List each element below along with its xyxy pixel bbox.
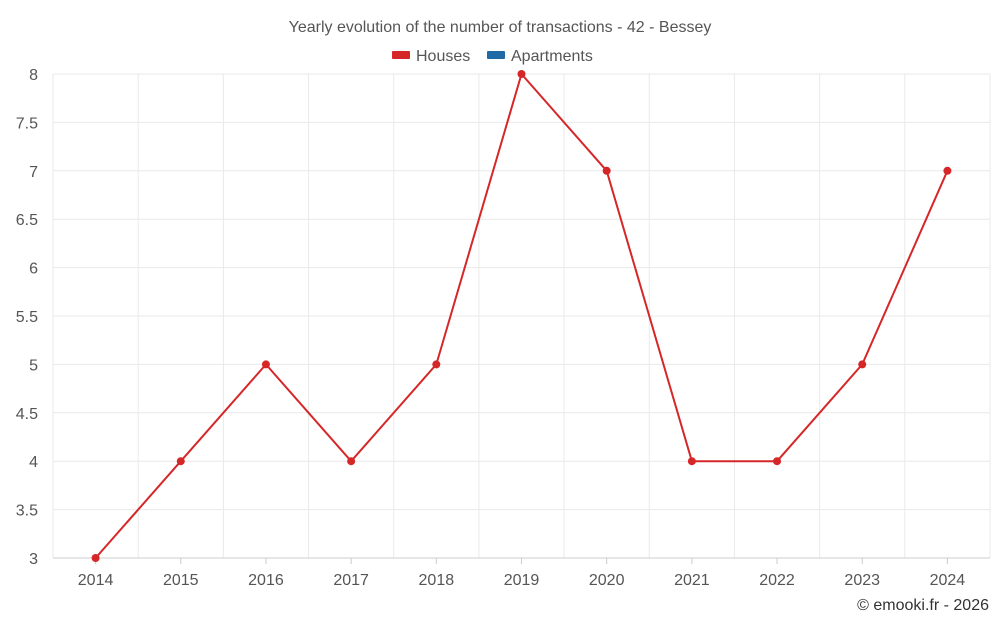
- x-tick-label: 2018: [419, 572, 455, 589]
- y-tick-label: 4.5: [16, 406, 38, 423]
- x-tick-label: 2019: [504, 572, 540, 589]
- series-houses: [91, 70, 952, 562]
- data-point-houses[interactable]: [261, 360, 270, 369]
- x-tick-label: 2016: [248, 572, 284, 589]
- data-point-houses[interactable]: [773, 457, 782, 466]
- legend-label-houses: Houses: [416, 48, 470, 65]
- x-axis-ticks: 2014 2015 2016 2017 2018 2019 2020 2021 2022 2023…: [78, 558, 966, 589]
- data-point-houses[interactable]: [858, 360, 867, 369]
- x-tick-label: 2015: [163, 572, 199, 589]
- data-point-houses[interactable]: [347, 457, 356, 466]
- data-point-houses[interactable]: [687, 457, 696, 466]
- x-tick-label: 2020: [589, 572, 625, 589]
- chart-title: Yearly evolution of the number of transa…: [289, 19, 712, 36]
- x-tick-label: 2014: [78, 572, 114, 589]
- legend-swatch-houses: [392, 51, 410, 59]
- data-point-houses[interactable]: [432, 360, 441, 369]
- y-tick-label: 6: [29, 261, 38, 278]
- y-tick-label: 4: [29, 454, 38, 471]
- y-tick-label: 3.5: [16, 503, 38, 520]
- legend-item-apartments[interactable]: Apartments: [487, 48, 593, 65]
- x-tick-label: 2024: [930, 572, 966, 589]
- legend-swatch-apartments: [487, 51, 505, 59]
- x-tick-label: 2023: [844, 572, 880, 589]
- credit-text: © emooki.fr - 2026: [857, 597, 989, 614]
- legend-label-apartments: Apartments: [511, 48, 593, 65]
- legend: Houses Apartments: [392, 48, 593, 65]
- y-tick-label: 5: [29, 357, 38, 374]
- x-tick-label: 2021: [674, 572, 710, 589]
- y-tick-label: 8: [29, 67, 38, 84]
- legend-item-houses[interactable]: Houses: [392, 48, 470, 65]
- data-point-houses[interactable]: [943, 166, 952, 175]
- x-tick-label: 2022: [759, 572, 795, 589]
- y-tick-label: 6.5: [16, 212, 38, 229]
- data-point-houses[interactable]: [91, 554, 100, 562]
- gridlines: [52, 73, 991, 558]
- y-axis-ticks: 3 3.5 4 4.5 5 5.5 6 6.5 7 7.5 8: [16, 67, 38, 568]
- y-tick-label: 3: [29, 551, 38, 568]
- x-tick-label: 2017: [333, 572, 369, 589]
- data-point-houses[interactable]: [176, 457, 185, 466]
- y-tick-label: 7: [29, 164, 38, 181]
- y-tick-label: 5.5: [16, 309, 38, 326]
- data-point-houses[interactable]: [602, 166, 611, 175]
- y-tick-label: 7.5: [16, 115, 38, 132]
- data-point-houses[interactable]: [517, 70, 526, 78]
